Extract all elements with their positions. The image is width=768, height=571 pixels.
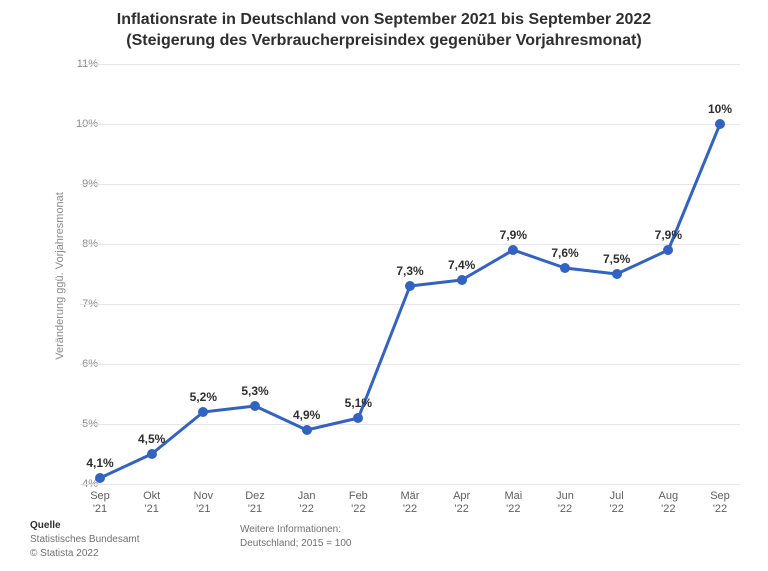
x-tick: Sep'22 bbox=[695, 490, 745, 516]
x-tick: Jul'22 bbox=[592, 490, 642, 516]
gridline bbox=[80, 484, 740, 485]
data-point-label: 7,9% bbox=[655, 228, 682, 242]
data-point-label: 4,5% bbox=[138, 432, 165, 446]
source-label: Quelle bbox=[30, 520, 61, 531]
x-tick: Mär'22 bbox=[385, 490, 435, 516]
data-point bbox=[457, 275, 467, 285]
data-point-label: 5,2% bbox=[190, 390, 217, 404]
x-tick: Dez'21 bbox=[230, 490, 280, 516]
data-point bbox=[95, 473, 105, 483]
data-point bbox=[353, 413, 363, 423]
data-point bbox=[198, 407, 208, 417]
data-point-label: 4,9% bbox=[293, 408, 320, 422]
data-point-label: 7,9% bbox=[500, 228, 527, 242]
x-tick: Apr'22 bbox=[437, 490, 487, 516]
data-point bbox=[147, 449, 157, 459]
data-point-label: 7,3% bbox=[396, 264, 423, 278]
info-label: Weitere Informationen: bbox=[240, 524, 341, 535]
source-footer: Quelle Statistisches Bundesamt © Statist… bbox=[30, 519, 140, 561]
x-tick: Jan'22 bbox=[282, 490, 332, 516]
data-point-label: 7,6% bbox=[551, 246, 578, 260]
data-point-label: 4,1% bbox=[86, 456, 113, 470]
data-point bbox=[405, 281, 415, 291]
x-tick: Aug'22 bbox=[643, 490, 693, 516]
x-tick: Mai'22 bbox=[488, 490, 538, 516]
data-point bbox=[250, 401, 260, 411]
info-text: Deutschland; 2015 = 100 bbox=[240, 538, 351, 549]
data-point-label: 5,3% bbox=[241, 384, 268, 398]
x-tick: Jun'22 bbox=[540, 490, 590, 516]
data-point-label: 10% bbox=[708, 102, 732, 116]
data-point-label: 7,4% bbox=[448, 258, 475, 272]
x-tick: Nov'21 bbox=[178, 490, 228, 516]
data-point bbox=[663, 245, 673, 255]
data-point-label: 5,1% bbox=[345, 396, 372, 410]
data-point bbox=[715, 119, 725, 129]
x-tick: Feb'22 bbox=[333, 490, 383, 516]
data-point-label: 7,5% bbox=[603, 252, 630, 266]
x-tick: Okt'21 bbox=[127, 490, 177, 516]
source-text: Statistisches Bundesamt bbox=[30, 534, 140, 545]
title-line-2: (Steigerung des Verbraucherpreisindex ge… bbox=[126, 32, 641, 49]
chart-container: Inflationsrate in Deutschland von Septem… bbox=[0, 0, 768, 571]
data-point bbox=[560, 263, 570, 273]
info-footer: Weitere Informationen: Deutschland; 2015… bbox=[240, 523, 351, 551]
x-tick: Sep'21 bbox=[75, 490, 125, 516]
copyright-text: © Statista 2022 bbox=[30, 548, 99, 559]
data-point bbox=[508, 245, 518, 255]
plot-area: 4,1% 4,5% 5,2% 5,3% 4,9% 5,1% 7,3% 7,4% 7,9% 7,6%… bbox=[80, 64, 740, 484]
data-point bbox=[302, 425, 312, 435]
title-line-1: Inflationsrate in Deutschland von Septem… bbox=[117, 11, 651, 28]
chart-title: Inflationsrate in Deutschland von Septem… bbox=[0, 10, 768, 52]
data-point bbox=[612, 269, 622, 279]
y-axis-label: Veränderung ggü. Vorjahresmonat bbox=[54, 176, 66, 376]
